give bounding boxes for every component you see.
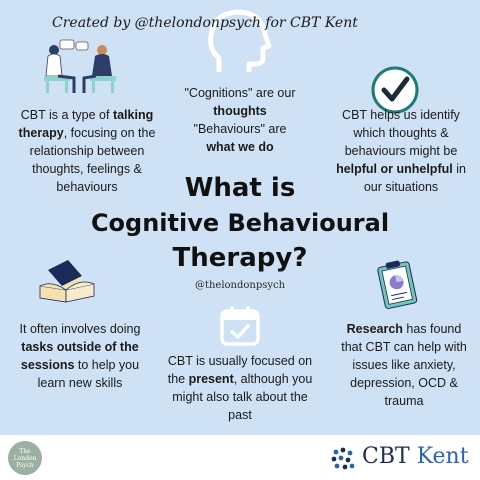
blurb-talking-therapy: CBT is a type of talking therapy, focusi… [18,108,156,194]
cbt-kent-brand: CBT Kent [362,444,469,469]
page-title-line-2: Cognitive Behavioural [90,209,390,237]
page-title-line-3: Therapy? [172,243,308,273]
footer-bar [0,435,480,480]
page-title-line-1: What is [184,173,296,203]
handle: @thelondonpsych [194,280,286,291]
blurb-identify: CBT helps us identify which thoughts & b… [336,108,466,194]
books-icon [39,260,95,303]
the-london-psych-seal: The London Psych [8,441,42,475]
calendar-icon [220,306,260,346]
blurb-cognitions: "Cognitions" are our thoughts "Behaviour… [184,86,296,154]
blurb-research: Research has found that CBT can help wit… [341,322,467,408]
head-icon [208,9,272,72]
blurb-tasks: It often involves doing tasks outside of… [19,322,141,390]
therapy-session-icon [44,39,116,93]
clipboard-icon [377,260,418,309]
checkmark-icon [371,66,419,114]
blurb-present: CBT is usually focused on the present, a… [167,354,313,422]
footer-credit: Created by @thelondonpsych for CBT Kent [52,15,358,31]
cbt-kent-logo-icon [331,447,355,470]
